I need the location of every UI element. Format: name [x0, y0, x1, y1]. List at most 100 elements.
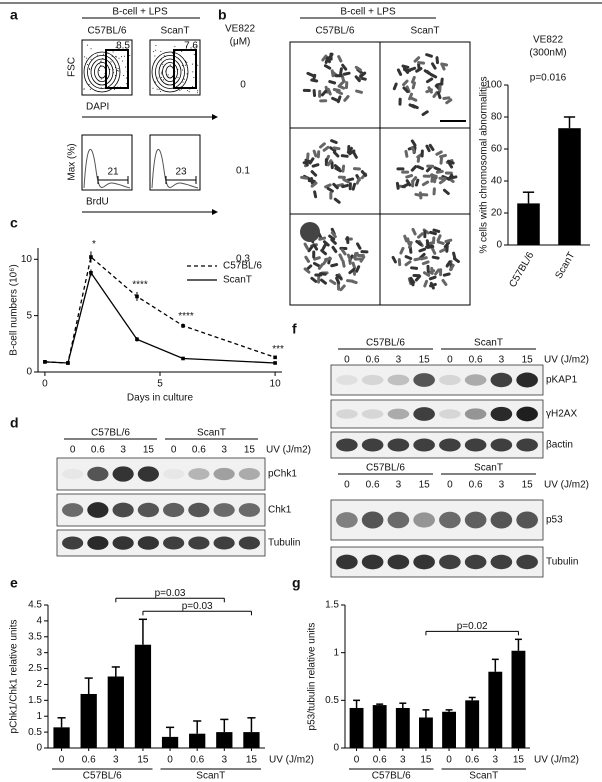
arrow-head	[212, 209, 218, 215]
blot-band	[464, 511, 487, 529]
y-axis-label: pChk1/Chk1 relative units	[9, 620, 20, 734]
chromosome	[414, 192, 423, 197]
group-label: ScanT	[197, 428, 226, 439]
event-dot	[125, 66, 127, 68]
event-dot	[114, 75, 116, 77]
chromosome	[345, 236, 350, 245]
chromosome	[304, 255, 311, 263]
blot-band	[516, 511, 538, 529]
event-dot	[182, 81, 184, 83]
chromosome	[429, 73, 438, 79]
chromosome	[397, 258, 402, 267]
y-tick-label: 0	[36, 743, 42, 754]
y-tick-label: 40	[491, 176, 503, 187]
chromosome	[313, 256, 321, 261]
y-tick-label: 10	[21, 254, 33, 265]
panel-label: g	[292, 575, 301, 591]
blot-band	[413, 438, 435, 452]
chromosome	[401, 182, 409, 189]
event-dot	[177, 77, 179, 79]
chromosome	[407, 240, 413, 249]
chromosome	[444, 238, 453, 243]
contour	[165, 65, 175, 79]
event-dot	[88, 83, 90, 85]
point-marker	[89, 255, 93, 259]
chromosome	[410, 146, 417, 154]
blot-band	[413, 373, 435, 387]
event-dot	[100, 64, 102, 66]
chromosome	[414, 178, 420, 187]
event-dot	[125, 77, 127, 79]
gate	[105, 49, 129, 89]
blot-band	[87, 502, 109, 518]
event-dot	[177, 68, 179, 70]
chromosome	[405, 179, 412, 187]
bar	[80, 693, 97, 748]
panel-header: B-cell + LPS	[340, 7, 396, 18]
chromosome	[329, 146, 337, 153]
blot-band	[163, 536, 185, 550]
chromosome	[312, 250, 316, 259]
chromosome	[411, 227, 417, 236]
event-dot	[160, 59, 162, 61]
chromosome	[347, 145, 351, 154]
significance-mark: ****	[178, 311, 194, 322]
event-dot	[125, 47, 127, 49]
chromosome	[402, 86, 410, 94]
event-dot	[156, 88, 158, 90]
bar	[189, 733, 206, 748]
brdu-percent: 23	[175, 167, 187, 178]
chromosome	[311, 163, 320, 168]
event-dot	[160, 79, 162, 81]
dose-value: 0	[240, 80, 246, 91]
chromosome	[402, 67, 410, 74]
y-tick-label: 0	[496, 240, 502, 251]
contour	[94, 62, 110, 82]
event-dot	[165, 70, 167, 72]
event-dot	[107, 52, 109, 54]
y-tick-label: 3.5	[28, 631, 42, 642]
chromosome	[318, 272, 327, 276]
chart-subtitle: (300nM)	[529, 48, 566, 59]
event-dot	[117, 67, 119, 69]
chromosome	[334, 74, 343, 78]
chromosome	[356, 242, 362, 250]
chromosome	[306, 71, 315, 77]
chromosome	[360, 170, 368, 177]
event-dot	[103, 58, 105, 60]
legend-label: ScanT	[223, 275, 252, 286]
x-tick-label: 0	[167, 755, 173, 766]
point-marker	[89, 271, 93, 275]
column-label: ScanT	[411, 26, 440, 37]
lane-label: 0	[70, 445, 76, 456]
blot-band	[163, 502, 185, 518]
chromosome	[431, 62, 437, 70]
event-dot	[157, 77, 159, 79]
event-dot	[86, 57, 88, 59]
blot-band	[188, 536, 210, 550]
event-dot	[188, 91, 190, 93]
lane-label: 0.6	[366, 480, 380, 491]
chromosome	[423, 69, 431, 75]
event-dot	[164, 55, 166, 57]
chromosome	[426, 264, 430, 273]
panel-label: a	[10, 7, 18, 23]
lane-label: 15	[419, 355, 431, 366]
event-dot	[160, 76, 162, 78]
chromosome	[441, 278, 448, 286]
event-dot	[179, 89, 181, 91]
chromosome	[331, 96, 339, 102]
chromosome	[436, 240, 445, 245]
chromosome	[447, 159, 455, 165]
chromosome	[413, 56, 421, 63]
event-dot	[116, 56, 118, 58]
event-dot	[100, 87, 102, 89]
bar	[442, 711, 456, 748]
chromosome	[410, 176, 418, 183]
chromosome	[426, 164, 435, 168]
group-label: C57BL/6	[372, 771, 411, 782]
histogram	[151, 149, 199, 189]
group-label: C57BL/6	[366, 463, 405, 474]
point-marker	[273, 361, 277, 365]
